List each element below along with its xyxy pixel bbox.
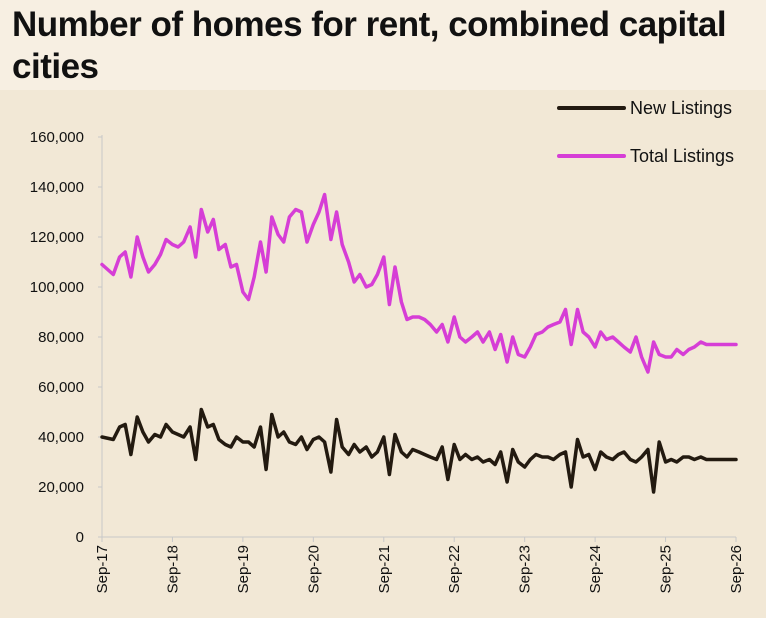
- series-line-total-listings: [100, 192, 738, 374]
- y-tick-label: 160,000: [30, 129, 84, 146]
- chart-legend: New Listings Total Listings: [557, 98, 734, 166]
- x-tick-label: Sep-24: [587, 545, 604, 593]
- chart-series: [100, 192, 738, 494]
- x-tick-label: Sep-23: [517, 545, 534, 593]
- y-tick-label: 140,000: [30, 179, 84, 196]
- legend-label-new-listings: New Listings: [630, 98, 732, 118]
- y-tick-label: 0: [76, 529, 84, 546]
- chart-panel: [0, 90, 766, 618]
- x-tick-label: Sep-17: [94, 545, 111, 593]
- chart-axes: 0 20,000 40,000 60,000 80,000 100,000 120,000 1…: [30, 129, 745, 593]
- chart-title: Number of homes for rent, combined capit…: [12, 5, 727, 86]
- y-tick-label: 80,000: [38, 329, 84, 346]
- x-tick-label: Sep-26: [728, 545, 745, 593]
- y-tick-label: 100,000: [30, 279, 84, 296]
- x-tick-label: Sep-25: [658, 545, 675, 593]
- x-tick-label: Sep-20: [305, 545, 322, 593]
- y-tick-label: 20,000: [38, 479, 84, 496]
- y-tick-label: 60,000: [38, 379, 84, 396]
- y-tick-label: 40,000: [38, 429, 84, 446]
- x-tick-label: Sep-18: [164, 545, 181, 593]
- x-tick-label: Sep-21: [376, 545, 393, 593]
- y-tick-label: 120,000: [30, 229, 84, 246]
- series-line-new-listings: [100, 407, 738, 494]
- x-tick-label: Sep-22: [446, 545, 463, 593]
- legend-label-total-listings: Total Listings: [630, 146, 734, 166]
- x-tick-label: Sep-19: [235, 545, 252, 593]
